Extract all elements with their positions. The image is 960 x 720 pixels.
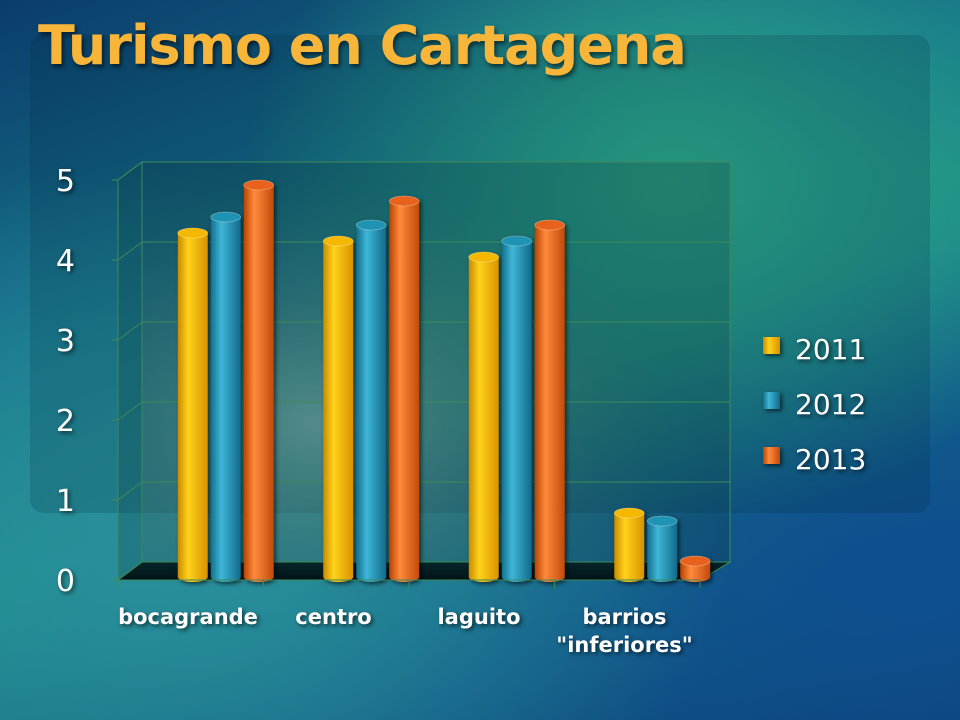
side-wall (117, 161, 143, 581)
bar (646, 515, 678, 582)
gridline-side (117, 561, 143, 581)
bar-body (647, 521, 678, 582)
bar (613, 507, 645, 582)
legend-label: 2013 (795, 443, 866, 476)
gridline-side (117, 161, 143, 181)
bar-body (468, 257, 499, 582)
bar-top (468, 251, 500, 263)
bar-top (322, 235, 354, 247)
gridline-side (117, 481, 143, 501)
legend: 2011 2012 2013 (763, 333, 866, 476)
legend-swatch (763, 447, 780, 464)
y-tick-label: 2 (56, 404, 75, 439)
bar-top (501, 235, 533, 247)
gridline-side (117, 241, 143, 261)
bar (243, 179, 275, 582)
bar-top (243, 179, 275, 191)
y-tick-label: 0 (56, 564, 75, 599)
bar-body (534, 225, 565, 582)
x-tick-label: centro (295, 605, 371, 629)
y-tick-label: 4 (56, 244, 75, 279)
bar-top (679, 555, 711, 567)
bar-body (501, 241, 532, 582)
legend-label: 2012 (795, 388, 866, 421)
bar (468, 251, 500, 582)
bar (388, 195, 420, 582)
bar-top (210, 211, 242, 223)
x-tick-label: barrios (582, 605, 666, 629)
bar (679, 555, 711, 582)
bar-body (356, 225, 387, 582)
bar (210, 211, 242, 582)
bar-body (389, 201, 420, 582)
bar (534, 219, 566, 582)
x-tick-label: bocagrande (118, 605, 258, 629)
gridline-side (117, 401, 143, 421)
bar-body (323, 241, 354, 582)
bar-top (534, 219, 566, 231)
bar-top (388, 195, 420, 207)
bar (177, 227, 209, 582)
y-tick-label: 5 (56, 164, 75, 199)
chart-title: Turismo en Cartagena (38, 14, 687, 77)
legend-swatch (763, 392, 780, 409)
x-axis: bocagrande centro laguito barrios "inferiore… (117, 579, 701, 657)
bar-top (646, 515, 678, 527)
y-axis: 0 1 2 3 4 5 (56, 164, 118, 599)
bar-body (680, 561, 711, 582)
legend-label: 2011 (795, 333, 866, 366)
x-tick-label: "inferiores" (556, 633, 693, 657)
bar-body (614, 513, 645, 582)
bar-body (210, 217, 241, 582)
y-tick-label: 3 (56, 324, 75, 359)
bar-top (355, 219, 387, 231)
y-tick-label: 1 (56, 484, 75, 519)
bars-group (177, 179, 711, 582)
bar-top (177, 227, 209, 239)
bar-top (613, 507, 645, 519)
bar (322, 235, 354, 582)
bar (501, 235, 533, 582)
bar-body (243, 185, 274, 582)
legend-swatch (763, 337, 780, 354)
gridline-side (117, 321, 143, 341)
bar-body (177, 233, 208, 582)
bar (355, 219, 387, 582)
x-tick-label: laguito (437, 605, 520, 629)
